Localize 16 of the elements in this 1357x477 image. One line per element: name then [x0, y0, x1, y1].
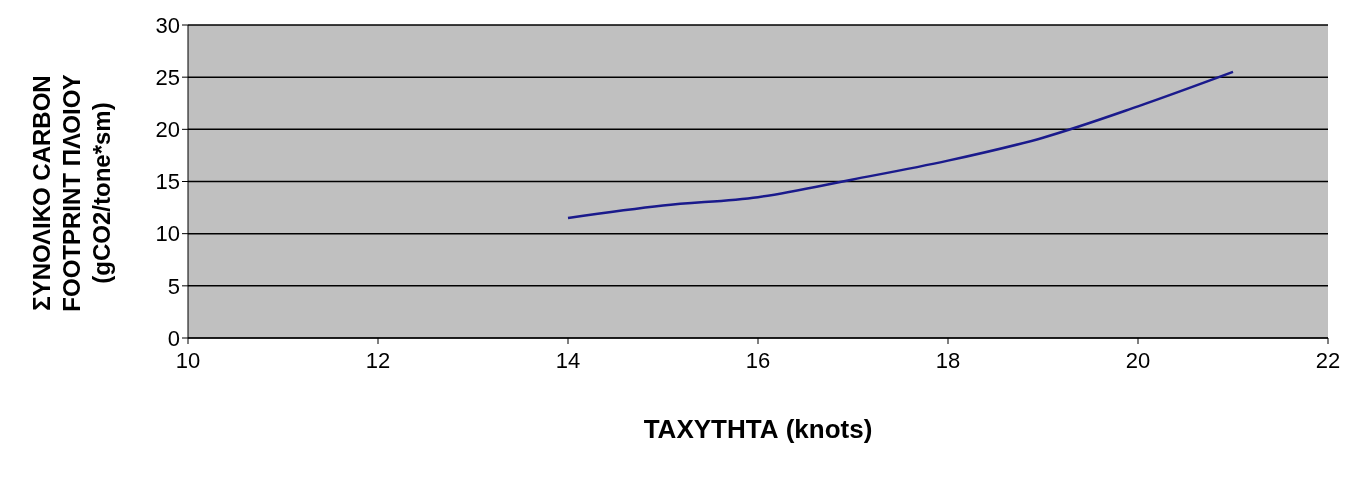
y-tick-label: 10 — [155, 221, 180, 247]
x-tick-label: 14 — [555, 347, 581, 373]
y-tick-label: 15 — [155, 169, 180, 195]
y-tick-label: 25 — [155, 64, 180, 90]
y-axis-title: ΣΥΝΟΛΙΚΟ CARBON FOOTPRINT ΠΛΟΙΟΥ (gCO2/tone*sm) — [28, 74, 115, 312]
y-tick-label: 5 — [167, 273, 180, 299]
y-tick-label: 0 — [167, 325, 180, 351]
x-tick-label: 20 — [1125, 347, 1151, 373]
y-tick-label: 20 — [155, 117, 180, 143]
x-axis-title: ΤΑΧΥΤΗΤΑ (knots) — [643, 414, 873, 444]
line-series — [566, 70, 1235, 220]
x-tick-label: 16 — [745, 347, 771, 373]
x-tick-label: 18 — [935, 347, 961, 373]
x-tick-label: 12 — [365, 347, 391, 373]
y-tick-label: 30 — [155, 12, 180, 38]
x-tick-label: 22 — [1315, 347, 1341, 373]
